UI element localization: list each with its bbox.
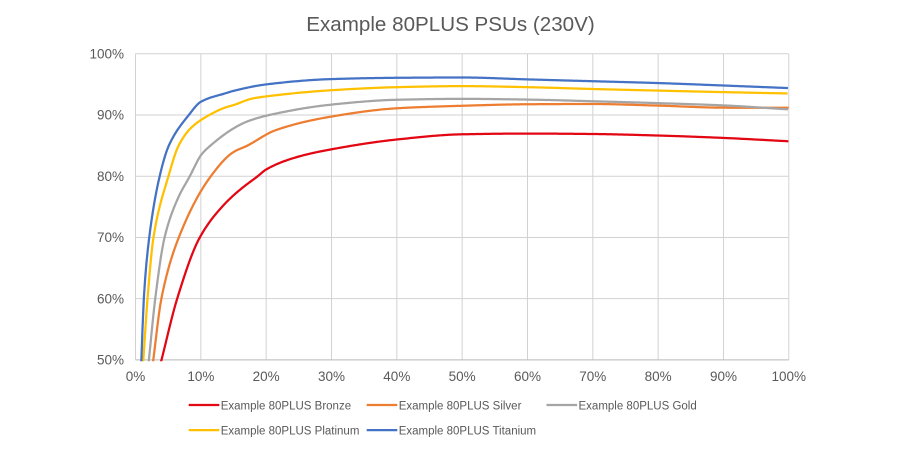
svg-text:20%: 20% — [253, 369, 280, 384]
svg-text:70%: 70% — [579, 369, 606, 384]
svg-text:70%: 70% — [97, 230, 124, 245]
svg-text:100%: 100% — [772, 369, 807, 384]
svg-text:80%: 80% — [97, 169, 124, 184]
svg-text:50%: 50% — [449, 369, 476, 384]
svg-text:Example 80PLUS Bronze: Example 80PLUS Bronze — [221, 400, 351, 412]
svg-text:Example 80PLUS Titanium: Example 80PLUS Titanium — [399, 425, 536, 437]
svg-text:80%: 80% — [645, 369, 672, 384]
svg-text:10%: 10% — [187, 369, 214, 384]
svg-text:60%: 60% — [97, 291, 124, 306]
svg-text:Example 80PLUS Silver: Example 80PLUS Silver — [399, 400, 522, 412]
svg-text:0%: 0% — [126, 369, 146, 384]
svg-text:50%: 50% — [97, 353, 124, 368]
svg-text:Example 80PLUS PSUs (230V): Example 80PLUS PSUs (230V) — [306, 13, 594, 36]
svg-text:90%: 90% — [97, 108, 124, 123]
svg-text:90%: 90% — [710, 369, 737, 384]
svg-text:30%: 30% — [318, 369, 345, 384]
svg-text:Example 80PLUS Gold: Example 80PLUS Gold — [579, 400, 697, 412]
svg-text:100%: 100% — [89, 47, 124, 62]
svg-text:40%: 40% — [383, 369, 410, 384]
svg-text:60%: 60% — [514, 369, 541, 384]
svg-text:Example 80PLUS Platinum: Example 80PLUS Platinum — [221, 425, 360, 437]
